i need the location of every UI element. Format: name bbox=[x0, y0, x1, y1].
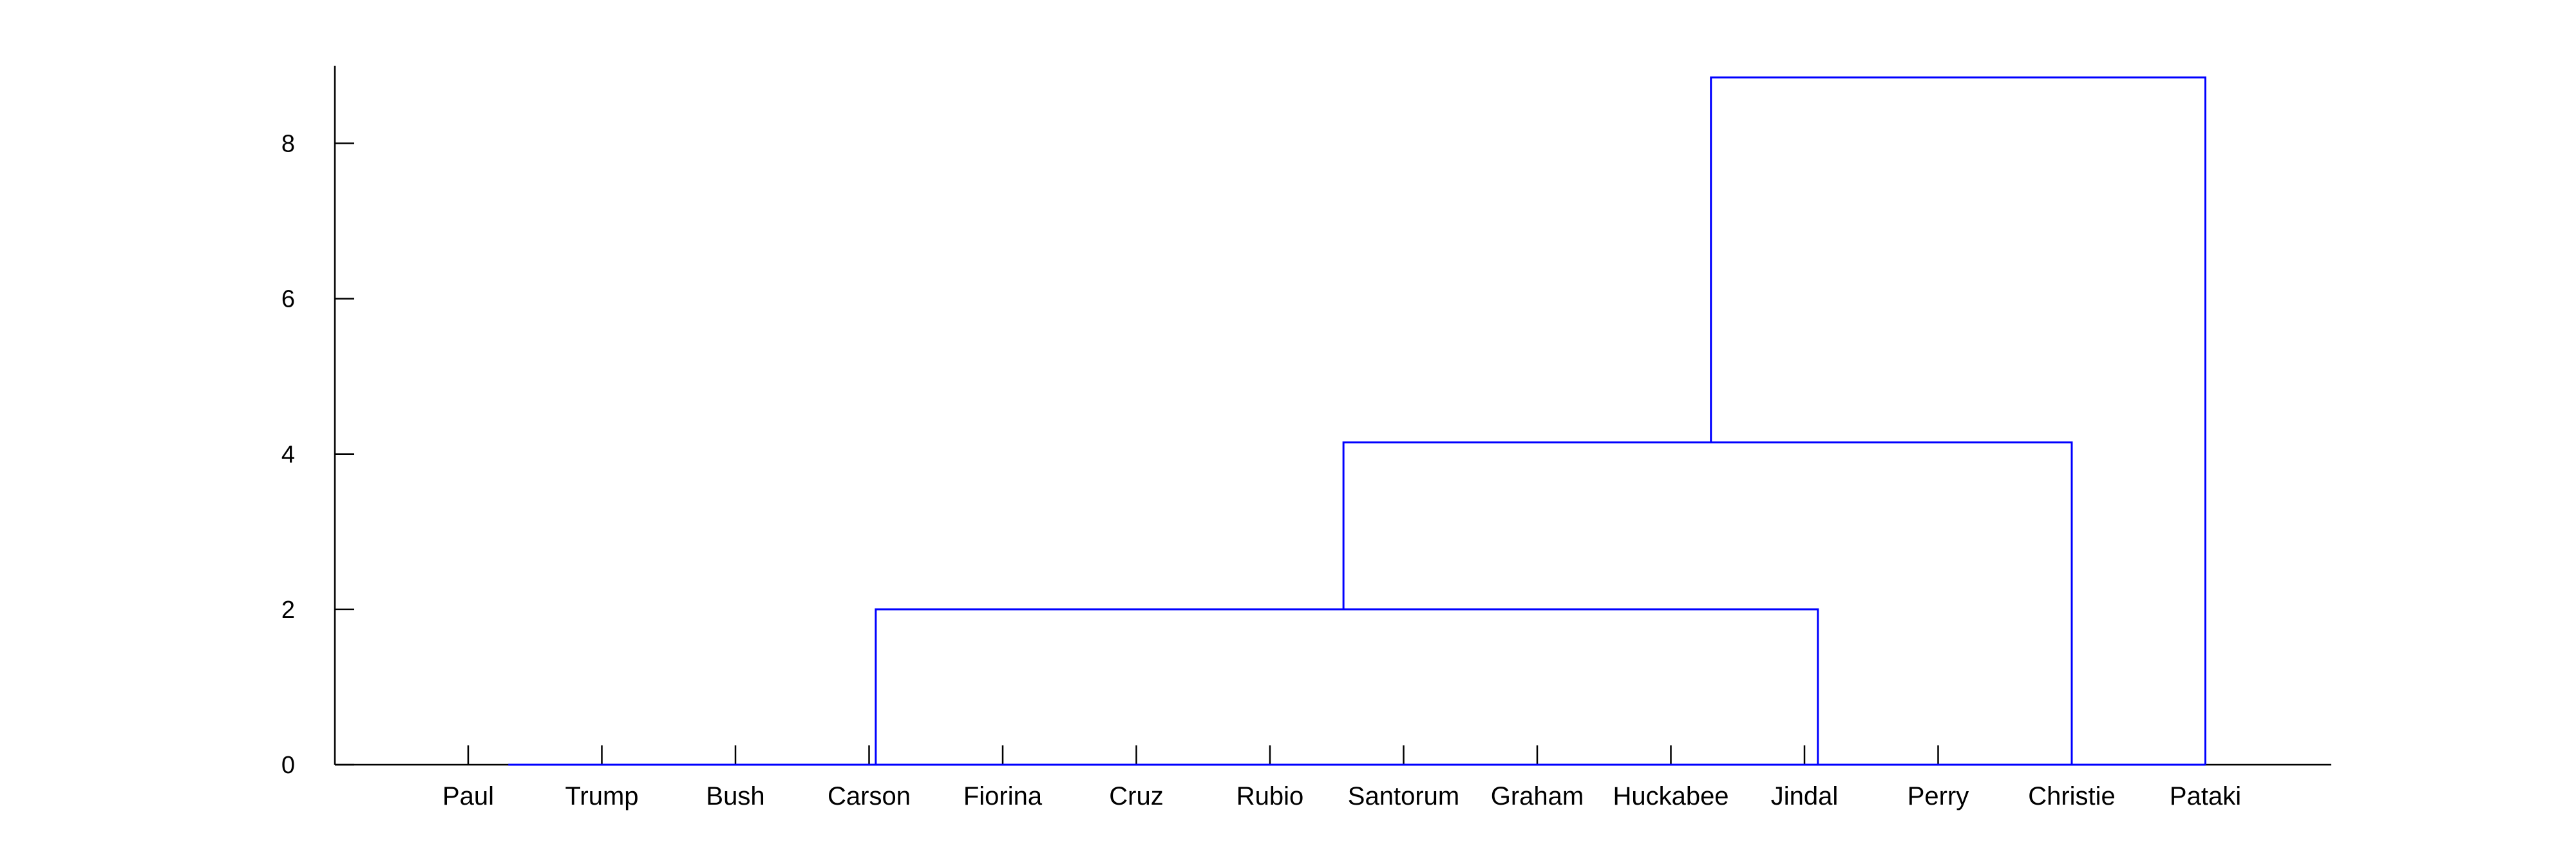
y-tick-label: 8 bbox=[281, 131, 295, 158]
tick-labels: 0 2 4 6 8 Paul Trump Bush Carson Fiorina Cruz Rubio… bbox=[281, 131, 2241, 810]
leaf-label: Christie bbox=[2028, 782, 2116, 810]
dendrogram-links bbox=[508, 76, 2206, 766]
leaf-label: Carson bbox=[828, 782, 911, 810]
y-tick-label: 6 bbox=[281, 286, 295, 313]
axes bbox=[334, 66, 2331, 766]
leaf-label: Graham bbox=[1491, 782, 1584, 810]
leaf-label: Paul bbox=[442, 782, 494, 810]
dendrogram-link bbox=[875, 608, 1819, 765]
leaf-label: Cruz bbox=[1109, 782, 1163, 810]
y-tick-label: 0 bbox=[281, 752, 295, 779]
leaf-label: Rubio bbox=[1236, 782, 1304, 810]
leaf-label: Trump bbox=[565, 782, 638, 810]
leaf-label: Santorum bbox=[1348, 782, 1459, 810]
leaf-label: Perry bbox=[1908, 782, 1969, 810]
dendrogram-link bbox=[1342, 441, 2073, 765]
y-tick-label: 2 bbox=[281, 597, 295, 624]
leaf-label: Huckabee bbox=[1613, 782, 1728, 810]
leaf-label: Pataki bbox=[2170, 782, 2241, 810]
y-tick-label: 4 bbox=[281, 441, 295, 468]
leaf-label: Bush bbox=[706, 782, 764, 810]
dendrogram-link bbox=[1710, 76, 2206, 765]
leaf-label: Jindal bbox=[1771, 782, 1839, 810]
leaf-label: Fiorina bbox=[963, 782, 1043, 810]
